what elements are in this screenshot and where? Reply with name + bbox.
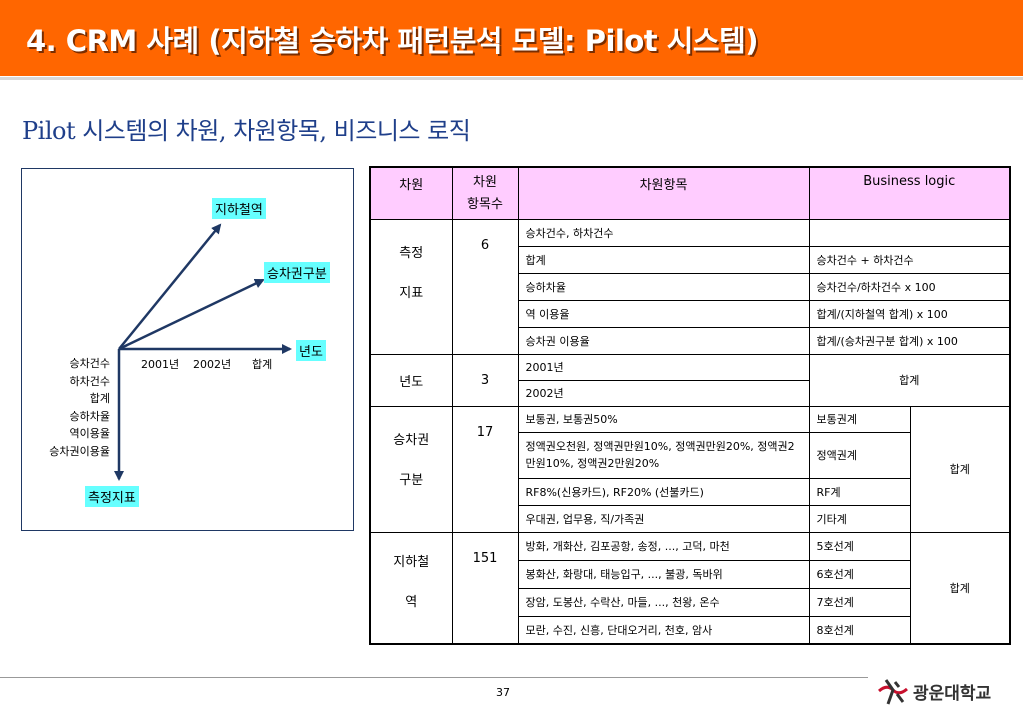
- metric-label: 하차건수: [69, 374, 110, 388]
- logic-cell: 합계/(지하철역 합계) x 100: [808, 299, 1011, 328]
- logic-cell: 보통권계: [808, 405, 911, 433]
- metric-label: 승차권이용율: [49, 444, 110, 458]
- university-logo: 광운대학교: [873, 674, 1023, 708]
- item-cell: 보통권, 보통권50%: [517, 405, 810, 433]
- year-label: 합계: [252, 358, 273, 371]
- table-row: 우대권, 업무용, 직/가족권 기타계: [370, 504, 1010, 533]
- logic-cell: [808, 218, 1011, 247]
- logic-cell: RF계: [808, 477, 911, 506]
- table-header-row: 차원 차원 항목수 차원항목 Business logic: [369, 166, 1011, 220]
- dimension-diagram: 지하철역 승차권구분 년도 측정지표 2001년 2002년 합계 승차건수 하…: [21, 168, 354, 531]
- count-cell: 3: [451, 353, 519, 407]
- item-cell: 모란, 수진, 신흥, 단대오거리, 천호, 암사: [517, 615, 810, 645]
- logic-cell: 기타계: [808, 504, 911, 533]
- item-cell: 합계: [517, 245, 810, 274]
- table-row: 년도 3 2001년 합계: [369, 353, 1011, 407]
- item-cell: 2001년: [517, 353, 810, 381]
- logic-cell: 합계: [808, 353, 1011, 407]
- metric-label: 승하차율: [69, 409, 110, 423]
- item-cell: 승하차율: [517, 272, 810, 301]
- box-ticket-type: 승차권구분: [264, 262, 330, 283]
- box-subway: 지하철역: [212, 198, 266, 219]
- logic-cell: 합계/(승차권구분 합계) x 100: [808, 326, 1011, 355]
- header-business-logic: Business logic: [808, 166, 1011, 220]
- item-cell: 봉화산, 화랑대, 태능입구, ..., 불광, 독바위: [517, 559, 810, 589]
- dimension-cell: 측정 지표: [369, 218, 453, 355]
- item-cell: 2002년: [517, 379, 810, 407]
- item-cell: RF8%(신용카드), RF20% (선불카드): [517, 477, 810, 506]
- slide-subtitle: Pilot 시스템의 차원, 차원항목, 비즈니스 로직: [22, 117, 471, 145]
- count-cell: 151: [451, 531, 519, 645]
- metric-list: 승차건수 하차건수 합계 승하차율 역이용율 승차권이용율: [22, 355, 110, 460]
- count-cell: 17: [451, 405, 519, 533]
- metric-label: 합계: [89, 392, 110, 405]
- box-metric: 측정지표: [85, 486, 139, 507]
- header-item-count: 차원 항목수: [451, 166, 519, 220]
- dimension-cell: 지하철 역: [369, 531, 453, 645]
- item-cell: 승차건수, 하차건수: [517, 218, 810, 247]
- item-cell: 역 이용율: [517, 299, 810, 328]
- item-cell: 장암, 도봉산, 수락산, 마들, ..., 천왕, 온수: [517, 587, 810, 617]
- item-cell: 승차권 이용율: [517, 326, 810, 355]
- footer-divider: [0, 677, 868, 678]
- page-number: 37: [496, 686, 510, 699]
- table-row: 2002년: [370, 379, 1010, 407]
- item-cell: 방화, 개화산, 김포공항, 송정, ..., 고덕, 마천: [517, 531, 810, 561]
- title-divider: [0, 77, 1023, 80]
- box-year: 년도: [296, 340, 326, 361]
- table-row: 정액권오천원, 정액권만원10%, 정액권만원20%, 정액권2만원10%, 정…: [370, 431, 1010, 479]
- logic-cell: 8호선계: [808, 615, 911, 645]
- year-label: 2002년: [193, 358, 232, 371]
- metric-label: 역이용율: [69, 427, 110, 440]
- header-items: 차원항목: [517, 166, 810, 220]
- dimension-cell: 년도: [369, 353, 453, 407]
- axis-arrows: [114, 223, 292, 481]
- logic-cell: 정액권계: [808, 431, 911, 479]
- total-cell: 합계: [909, 405, 1011, 533]
- table-row: 합계 승차건수 + 하차건수: [370, 245, 1011, 274]
- metric-label: 승차건수: [69, 357, 110, 370]
- table-row: 지하철 역 151 방화, 개화산, 김포공항, 송정, ..., 고덕, 마천 …: [369, 531, 1011, 645]
- dimension-cell: 승차권 구분: [369, 405, 453, 533]
- title-bar: 4. CRM 사례 (지하철 승하차 패턴분석 모델: Pilot 시스템): [0, 0, 1023, 76]
- arrow-subway: [118, 223, 222, 350]
- logic-cell: 승차건수 + 하차건수: [808, 245, 1011, 274]
- item-cell: 우대권, 업무용, 직/가족권: [517, 504, 810, 533]
- logic-cell: 승차건수/하차건수 x 100: [808, 272, 1011, 301]
- table-row: 봉화산, 화랑대, 태능입구, ..., 불광, 독바위 6호선계: [370, 559, 1010, 589]
- logic-cell: 5호선계: [808, 531, 911, 561]
- item-cell: 정액권오천원, 정액권만원10%, 정액권만원20%, 정액권2만원10%, 정…: [517, 431, 810, 479]
- logic-cell: 7호선계: [808, 587, 911, 617]
- table-row: 모란, 수진, 신흥, 단대오거리, 천호, 암사 8호선계: [370, 615, 1010, 645]
- dimension-table: 차원 차원 항목수 차원항목 Business logic 측정 지표 6 승차건수…: [369, 166, 1012, 645]
- page-title: 4. CRM 사례 (지하철 승하차 패턴분석 모델: Pilot 시스템): [26, 24, 759, 58]
- total-cell: 합계: [909, 531, 1011, 645]
- logic-cell: 6호선계: [808, 559, 911, 589]
- header-dimension: 차원: [369, 166, 453, 220]
- logo-text: 광운대학교: [913, 684, 992, 704]
- count-cell: 6: [451, 218, 519, 355]
- table-row: 승차권 구분 17 보통권, 보통권50% 보통권계 합계: [369, 405, 1011, 533]
- table-row: 측정 지표 6 승차건수, 하차건수: [369, 218, 1011, 355]
- arrow-ticket: [118, 278, 265, 351]
- logo-mark-icon: [878, 679, 908, 705]
- year-label: 2001년: [141, 358, 180, 371]
